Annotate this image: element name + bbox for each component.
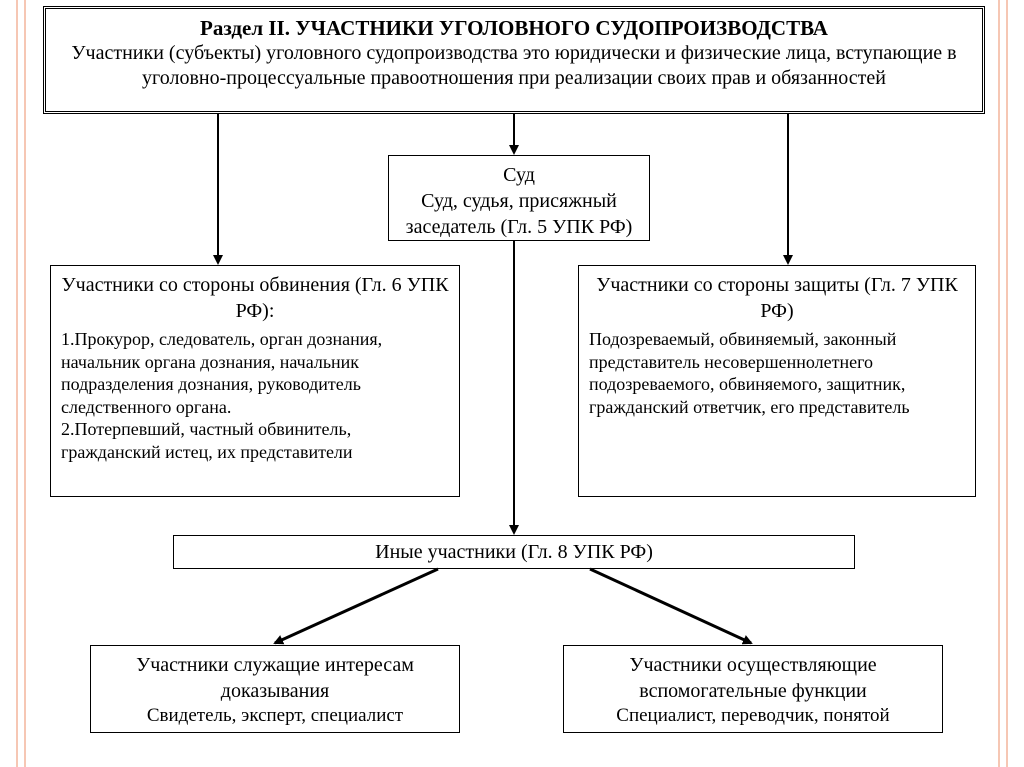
auxiliary-heading: Участники осуществляющие вспомогательные…: [574, 652, 932, 704]
node-others: Иные участники (Гл. 8 УПК РФ): [173, 535, 855, 569]
others-heading: Иные участники (Гл. 8 УПК РФ): [184, 539, 844, 565]
auxiliary-body: Специалист, переводчик, понятой: [574, 704, 932, 729]
node-evidence: Участники служащие интересам доказывания…: [90, 645, 460, 733]
prosecution-body: 1.Прокурор, следователь, орган дознания,…: [61, 328, 449, 463]
slide-frame: Раздел II. УЧАСТНИКИ УГОЛОВНОГО СУДОПРОИ…: [16, 0, 1008, 767]
court-heading: Суд: [399, 162, 639, 188]
node-auxiliary: Участники осуществляющие вспомогательные…: [563, 645, 943, 733]
evidence-body: Свидетель, эксперт, специалист: [101, 704, 449, 729]
node-court: Суд Суд, судья, присяжный заседатель (Гл…: [388, 155, 650, 241]
node-defense: Участники со стороны защиты (Гл. 7 УПК Р…: [578, 265, 976, 497]
header-title: Раздел II. УЧАСТНИКИ УГОЛОВНОГО СУДОПРОИ…: [56, 15, 972, 41]
decor-stripe-right: [998, 0, 1000, 767]
arrow-others-evidence: [275, 569, 438, 643]
node-prosecution: Участники со стороны обвинения (Гл. 6 УП…: [50, 265, 460, 497]
evidence-heading: Участники служащие интересам доказывания: [101, 652, 449, 704]
prosecution-heading: Участники со стороны обвинения (Гл. 6 УП…: [61, 272, 449, 324]
defense-heading: Участники со стороны защиты (Гл. 7 УПК Р…: [589, 272, 965, 324]
decor-stripe-left: [24, 0, 26, 767]
header-box: Раздел II. УЧАСТНИКИ УГОЛОВНОГО СУДОПРОИ…: [43, 6, 985, 114]
arrow-others-auxiliary: [590, 569, 751, 643]
defense-body: Подозреваемый, обвиняемый, законный пред…: [589, 328, 965, 418]
court-body: Суд, судья, присяжный заседатель (Гл. 5 …: [399, 188, 639, 240]
header-subtitle: Участники (субъекты) уголовного судопрои…: [56, 41, 972, 91]
